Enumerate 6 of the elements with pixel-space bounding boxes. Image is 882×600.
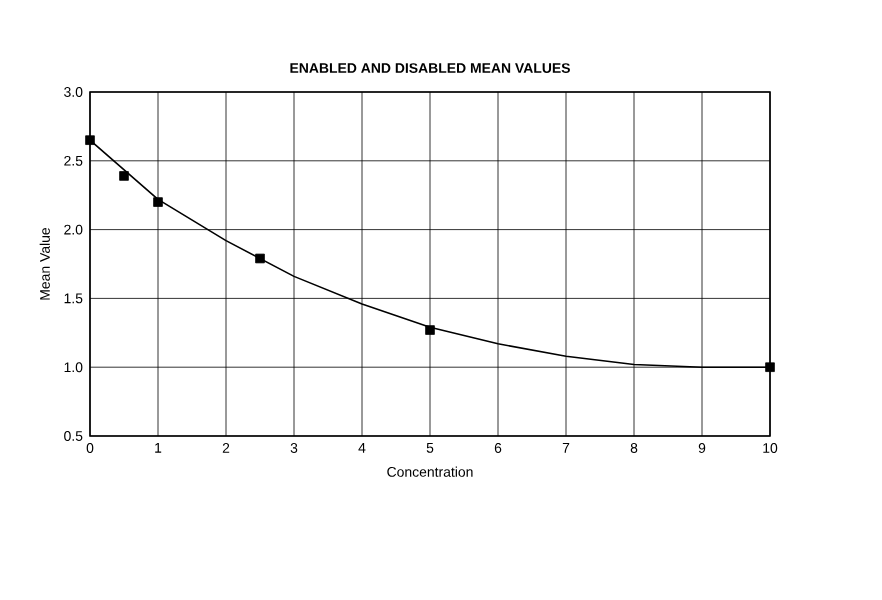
- point: [255, 253, 265, 264]
- point: [153, 197, 163, 207]
- point: [119, 171, 129, 181]
- point: [85, 135, 95, 145]
- point: [425, 325, 435, 335]
- point: [765, 362, 775, 372]
